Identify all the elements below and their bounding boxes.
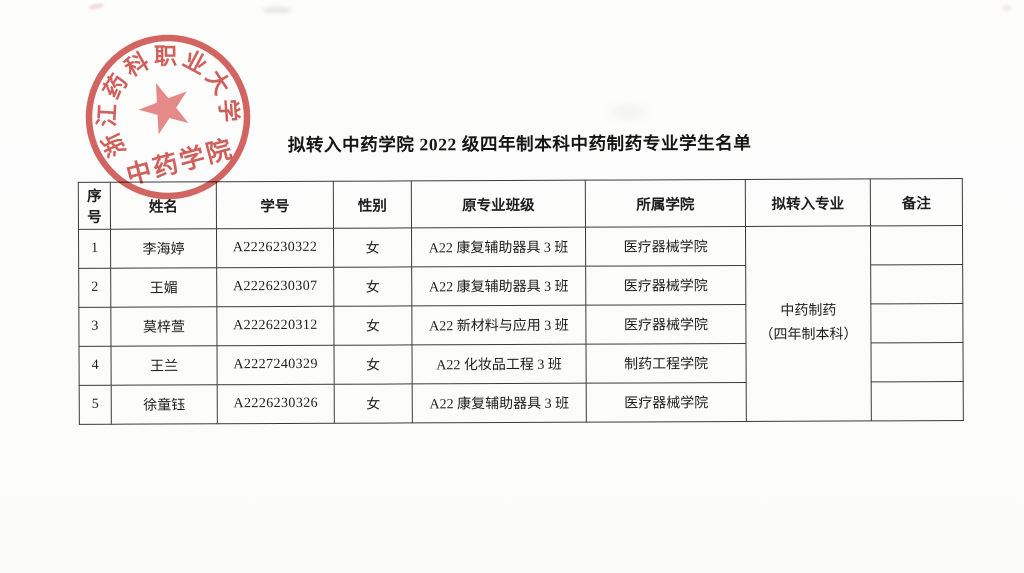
cell-gender: 女: [334, 344, 413, 385]
cell-name: 王兰: [111, 345, 218, 386]
cell-student-id: A2226230307: [216, 267, 334, 307]
cell-college: 医疗器械学院: [585, 265, 746, 306]
cell-no: 2: [78, 268, 111, 308]
cell-remark: [870, 303, 963, 343]
cell-original-class: A22 康复辅助器具 3 班: [411, 266, 586, 306]
col-header-remark: 备注: [870, 178, 963, 226]
cell-name: 莫梓萱: [110, 306, 218, 347]
cell-remark: [870, 225, 963, 265]
cell-college: 医疗器械学院: [585, 226, 746, 267]
cell-remark: [870, 264, 963, 304]
cell-gender: 女: [333, 305, 413, 346]
seal-bottom-text: 中药学院: [123, 134, 237, 190]
cell-student-id: A2227240329: [217, 345, 335, 385]
cell-gender: 女: [333, 266, 412, 307]
cell-name: 徐童钰: [111, 384, 218, 425]
cell-no: 5: [79, 385, 112, 425]
cell-student-id: A2226220312: [216, 306, 335, 346]
col-header-college: 所属学院: [585, 179, 746, 228]
cell-college: 医疗器械学院: [585, 304, 747, 345]
cell-student-id: A2226230322: [216, 228, 334, 268]
university-seal-stamp: 浙江药科职业大学 中药学院: [80, 29, 251, 200]
cell-original-class: A22 康复辅助器具 3 班: [412, 383, 587, 423]
col-header-original-class: 原专业班级: [411, 180, 586, 228]
cell-gender: 女: [334, 383, 413, 424]
cell-name: 王媚: [110, 267, 217, 308]
transfer-major-line1: 中药制药: [780, 303, 837, 319]
cell-no: 3: [78, 307, 112, 347]
cell-remark: [871, 381, 964, 421]
cell-original-class: A22 新材料与应用 3 班: [411, 305, 587, 345]
cell-no: 1: [78, 229, 111, 269]
table-row: 1 李海婷 A2226230322 女 A22 康复辅助器具 3 班 医疗器械学…: [78, 225, 963, 422]
cell-remark: [870, 342, 964, 382]
cell-name: 李海婷: [110, 228, 217, 269]
cell-original-class: A22 康复辅助器具 3 班: [411, 227, 586, 267]
cell-no: 4: [79, 346, 112, 386]
cell-gender: 女: [333, 227, 412, 268]
cell-original-class: A22 化妆品工程 3 班: [412, 344, 587, 384]
student-transfer-table: 序号 姓名 学号 性别 原专业班级 所属学院 拟转入专业 备注 1 李海婷 A2…: [78, 178, 964, 425]
cell-transfer-major: 中药制药 （四年制本科）: [745, 225, 872, 422]
star-icon: [138, 83, 189, 135]
col-header-transfer-major: 拟转入专业: [745, 178, 871, 227]
seal-ring: [85, 34, 251, 200]
col-header-gender: 性别: [333, 180, 412, 229]
cell-college: 制药工程学院: [586, 343, 747, 384]
cell-student-id: A2226230326: [217, 384, 335, 424]
cell-college: 医疗器械学院: [586, 382, 747, 423]
transfer-major-line2: （四年制本科）: [759, 327, 858, 343]
